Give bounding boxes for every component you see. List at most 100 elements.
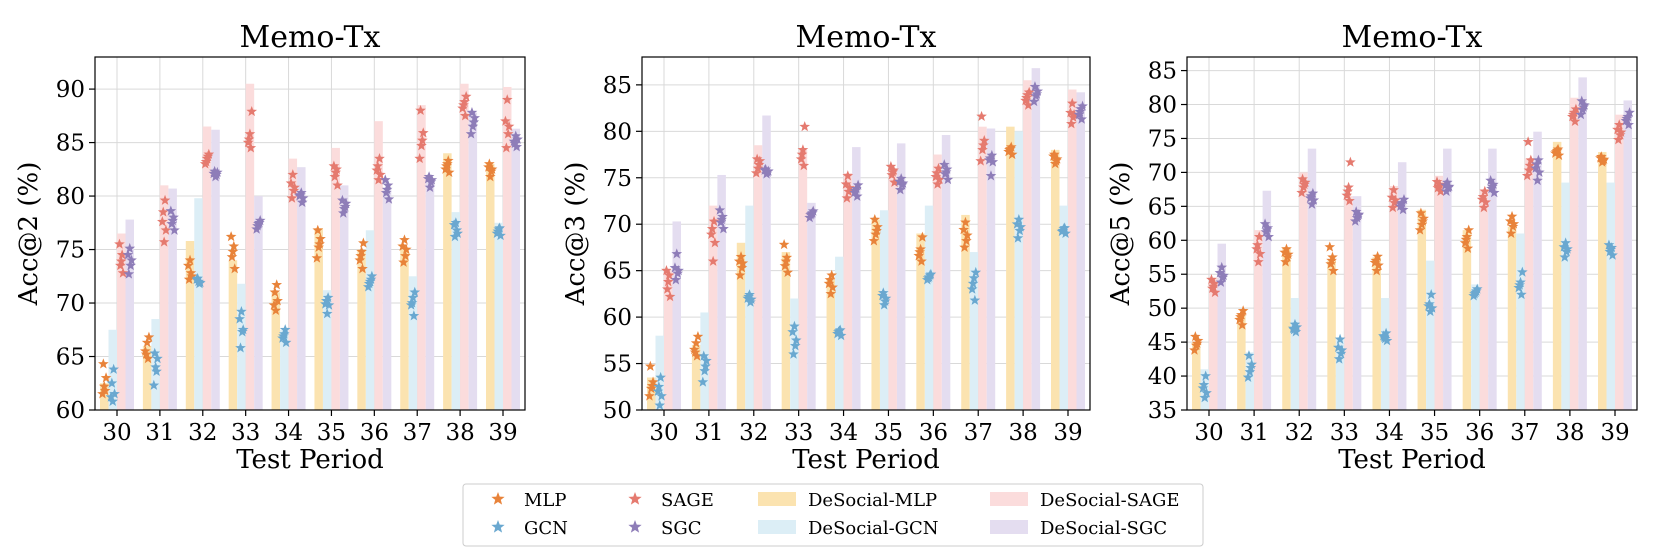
- star-gcn-34: [1380, 327, 1392, 338]
- star-gcn-30: [108, 363, 119, 374]
- star-sgc-31: [169, 224, 180, 235]
- star-sgc-38: [466, 107, 478, 118]
- star-mlp-33: [225, 231, 237, 242]
- star-sage-31: [708, 215, 720, 226]
- bar-desocial-gcn-36: [924, 205, 934, 410]
- star-mlp-33: [779, 260, 791, 271]
- legend-label-desocial-gcn: DeSocial-GCN: [808, 518, 939, 539]
- star-mlp-34: [1369, 257, 1381, 268]
- star-sage-34: [1387, 202, 1399, 213]
- bar-desocial-sgc-38: [1031, 68, 1041, 411]
- star-mlp-30: [98, 358, 109, 369]
- star-sage-34: [844, 182, 855, 193]
- star-gcn-31: [1242, 371, 1254, 382]
- bar-desocial-gcn-34: [1380, 297, 1390, 410]
- star-sage-33: [796, 148, 808, 160]
- y-tick-label: 90: [56, 77, 85, 103]
- star-mlp-31: [1235, 311, 1246, 322]
- x-tick-label: 33: [1330, 420, 1359, 446]
- star-mlp-37: [397, 240, 408, 251]
- star-gcn-33: [790, 334, 802, 345]
- star-sage-32: [1296, 187, 1307, 198]
- star-sage-34: [840, 178, 852, 189]
- star-sage-36: [371, 164, 383, 175]
- star-sage-37: [975, 155, 986, 166]
- star-sage-39: [502, 128, 514, 139]
- x-tick-label: 36: [360, 420, 389, 446]
- star-sgc-31: [716, 213, 727, 225]
- star-gcn-37: [1514, 279, 1525, 290]
- star-sgc-33: [806, 207, 818, 218]
- star-sage-37: [417, 134, 428, 145]
- star-sage-33: [1344, 195, 1355, 206]
- star-sage-30: [115, 259, 126, 271]
- x-tick-label: 38: [1555, 420, 1584, 446]
- star-sage-39: [501, 142, 512, 153]
- star-mlp-36: [1461, 231, 1473, 242]
- star-sgc-30: [124, 242, 136, 254]
- chart-title: Memo-Tx: [240, 20, 381, 55]
- x-tick-label: 39: [1600, 420, 1629, 446]
- star-sage-38: [1567, 109, 1579, 120]
- star-gcn-30: [1201, 387, 1212, 398]
- axes-frame: [641, 56, 1091, 411]
- star-mlp-36: [358, 237, 369, 248]
- legend-entry-sgc: SGC: [628, 518, 701, 539]
- star-sage-35: [885, 161, 897, 172]
- star-gcn-30: [1197, 382, 1209, 393]
- star-sgc-30: [126, 254, 137, 265]
- star-mlp-32: [737, 257, 749, 268]
- star-mlp-35: [1415, 207, 1427, 218]
- bar-desocial-sgc-36: [941, 135, 951, 410]
- star-sgc-34: [1398, 193, 1410, 205]
- bar-desocial-sage-37: [417, 105, 426, 410]
- star-sage-33: [1345, 156, 1356, 167]
- legend-swatch-desocial-gcn: [758, 520, 796, 534]
- x-tick-label: 35: [1420, 420, 1449, 446]
- star-sgc-36: [379, 174, 391, 185]
- star-gcn-32: [743, 291, 754, 302]
- bar-desocial-mlp-33: [781, 252, 791, 410]
- star-sgc-30: [122, 249, 134, 260]
- star-mlp-31: [689, 344, 700, 355]
- bar-desocial-gcn-37: [408, 276, 418, 410]
- bar-desocial-mlp-34: [826, 279, 836, 410]
- star-mlp-37: [399, 234, 410, 245]
- star-gcn-38: [1562, 243, 1573, 254]
- legend-marker-mlp: [491, 492, 505, 505]
- star-gcn-38: [451, 224, 463, 235]
- y-tick-label: 65: [603, 259, 632, 285]
- bar-desocial-sage-39: [1615, 114, 1624, 410]
- star-mlp-32: [1282, 248, 1294, 260]
- star-sgc-37: [1532, 174, 1543, 186]
- star-sage-30: [1206, 274, 1217, 285]
- y-tick-label: 50: [1148, 296, 1177, 322]
- star-mlp-37: [959, 241, 970, 252]
- y-tick-label: 75: [56, 238, 85, 264]
- bar-desocial-mlp-31: [691, 344, 701, 410]
- chart-title: Memo-Tx: [1342, 20, 1483, 55]
- bar-desocial-mlp-35: [871, 219, 880, 410]
- star-gcn-31: [1243, 350, 1255, 361]
- star-mlp-37: [400, 243, 412, 255]
- bar-desocial-sage-33: [1344, 196, 1353, 410]
- star-sgc-31: [714, 204, 726, 215]
- bar-desocial-mlp-37: [400, 249, 409, 410]
- star-sage-36: [1476, 193, 1488, 205]
- star-sgc-37: [422, 173, 434, 184]
- bar-desocial-sgc-32: [211, 129, 220, 411]
- star-mlp-31: [143, 331, 155, 342]
- y-tick-label: 70: [603, 212, 632, 238]
- star-sgc-37: [424, 181, 436, 193]
- star-mlp-37: [960, 216, 971, 227]
- star-sgc-30: [1214, 267, 1226, 278]
- star-mlp-36: [1460, 234, 1472, 245]
- star-sage-36: [933, 162, 944, 173]
- legend-marker-gcn: [491, 520, 505, 533]
- star-gcn-35: [878, 299, 890, 310]
- star-sgc-35: [338, 203, 350, 214]
- star-sage-32: [752, 162, 764, 173]
- star-mlp-34: [1371, 265, 1383, 276]
- star-gcn-30: [1198, 379, 1210, 390]
- star-gcn-34: [1378, 330, 1389, 341]
